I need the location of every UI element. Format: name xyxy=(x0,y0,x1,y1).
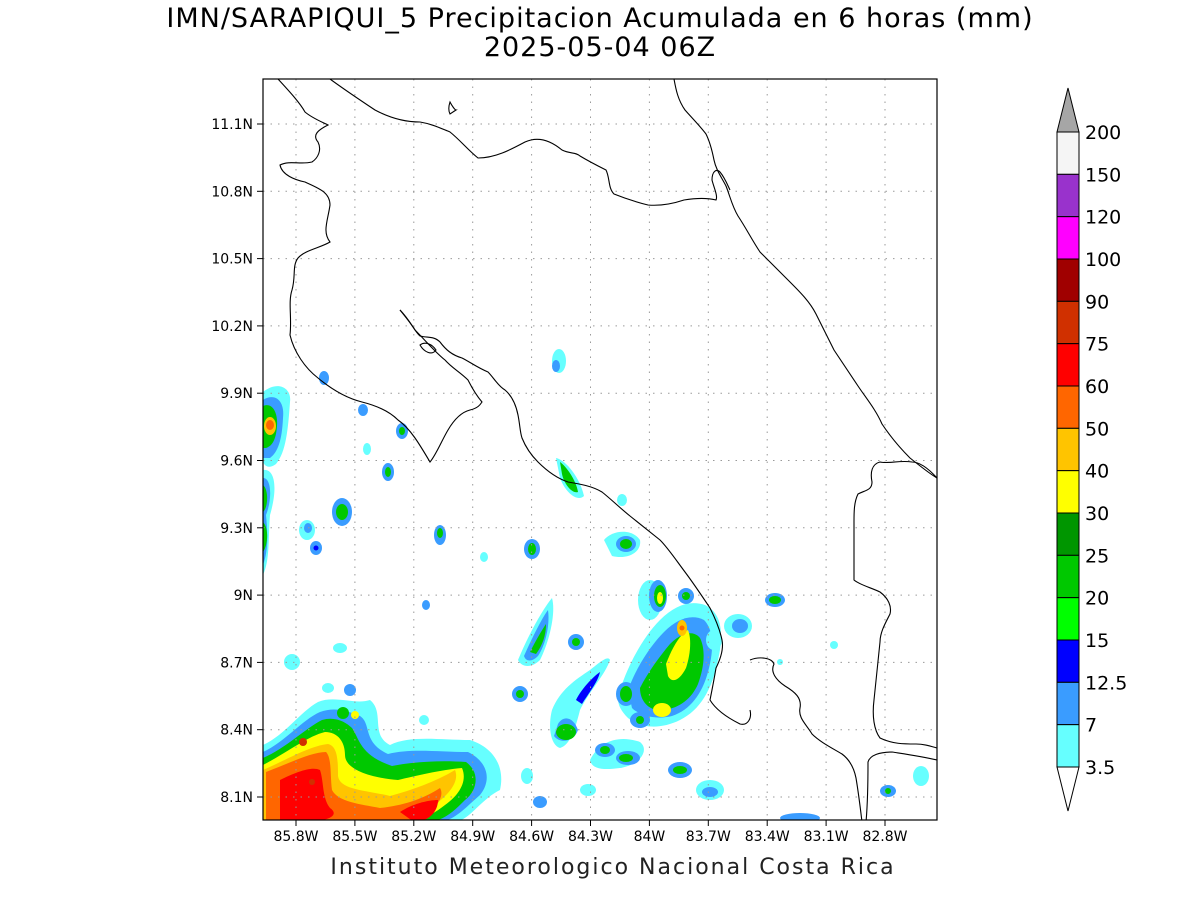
lat-tick-label: 8.4N xyxy=(220,723,253,739)
lon-tick-label: 84.6W xyxy=(509,829,554,845)
lat-tick-label: 10.5N xyxy=(211,252,253,268)
colorbar-swatch xyxy=(1056,258,1080,302)
lon-tick-label: 84.9W xyxy=(450,829,495,845)
map-title: IMN/SARAPIQUI_5 Precipitacion Acumulada … xyxy=(166,3,1034,34)
map-frame xyxy=(262,78,938,821)
longitude-axis: 85.8W 85.5W 85.2W 84.9W 84.6W 84.3W 84W 83.7W 83… xyxy=(273,820,908,845)
colorbar-swatch xyxy=(1056,385,1080,429)
colorbar-label: 12.5 xyxy=(1085,672,1127,694)
colorbar-label: 3.5 xyxy=(1085,757,1115,779)
lat-tick-label: 9.6N xyxy=(220,454,253,470)
lat-tick-label: 9.3N xyxy=(220,521,253,537)
colorbar-swatch xyxy=(1056,724,1080,768)
lon-tick-label: 83.7W xyxy=(686,829,731,845)
lon-tick-label: 85.2W xyxy=(391,829,436,845)
lat-tick-label: 9N xyxy=(234,588,253,604)
lon-tick-label: 84W xyxy=(634,829,666,845)
lat-tick-label: 10.8N xyxy=(211,184,253,200)
lat-tick-label: 8.1N xyxy=(220,790,253,806)
colorbar-top-arrow xyxy=(1056,87,1080,133)
colorbar-swatch xyxy=(1056,173,1080,218)
lon-tick-label: 85.8W xyxy=(273,829,318,845)
colorbar-swatch xyxy=(1056,216,1080,260)
lon-tick-label: 83.1W xyxy=(804,829,849,845)
colorbar-label: 200 xyxy=(1085,122,1121,144)
colorbar-swatch xyxy=(1056,681,1080,726)
colorbar-swatch xyxy=(1056,131,1080,175)
colorbar-label: 7 xyxy=(1085,715,1097,737)
footer-credit: Instituto Meteorologico Nacional Costa R… xyxy=(330,855,896,880)
lat-tick-label: 10.2N xyxy=(211,319,253,335)
colorbar-label: 120 xyxy=(1085,207,1121,229)
lon-tick-label: 82.8W xyxy=(862,829,907,845)
colorbar-label: 150 xyxy=(1085,164,1121,186)
lon-tick-label: 83.4W xyxy=(745,829,790,845)
colorbar-label: 25 xyxy=(1085,545,1109,567)
colorbar-swatch xyxy=(1056,512,1080,556)
colorbar-label: 75 xyxy=(1085,334,1109,356)
colorbar-label: 20 xyxy=(1085,588,1109,610)
colorbar-label: 40 xyxy=(1085,461,1109,483)
latitude-axis: 11.1N 10.8N 10.5N 10.2N 9.9N 9.6N 9.3N 9N 8.7N 8.… xyxy=(211,117,263,806)
colorbar-swatch xyxy=(1056,639,1080,683)
lat-tick-label: 11.1N xyxy=(211,117,253,133)
colorbar-label: 30 xyxy=(1085,503,1109,525)
colorbar-swatch xyxy=(1056,343,1080,387)
colorbar-swatch xyxy=(1056,427,1080,472)
colorbar-label: 15 xyxy=(1085,630,1109,652)
colorbar-legend: 200 150 120 100 90 75 60 50 40 30 25 20 15 12.5 7 3.5 xyxy=(1056,87,1127,812)
colorbar-swatch xyxy=(1056,554,1080,599)
colorbar-label: 60 xyxy=(1085,376,1109,398)
lat-tick-label: 8.7N xyxy=(220,655,253,671)
precipitation-field xyxy=(263,349,929,820)
lat-tick-label: 9.9N xyxy=(220,386,253,402)
colorbar-swatch xyxy=(1056,597,1080,641)
colorbar-swatch xyxy=(1056,470,1080,514)
colorbar-bottom-arrow xyxy=(1056,766,1080,812)
colorbar-label: 100 xyxy=(1085,249,1121,271)
lon-tick-label: 84.3W xyxy=(568,829,613,845)
lon-tick-label: 85.5W xyxy=(332,829,377,845)
map-subtitle: 2025-05-04 06Z xyxy=(483,32,717,63)
colorbar-label: 90 xyxy=(1085,291,1109,313)
coastline xyxy=(277,79,937,820)
colorbar-label: 50 xyxy=(1085,418,1109,440)
colorbar-swatch xyxy=(1056,300,1080,345)
